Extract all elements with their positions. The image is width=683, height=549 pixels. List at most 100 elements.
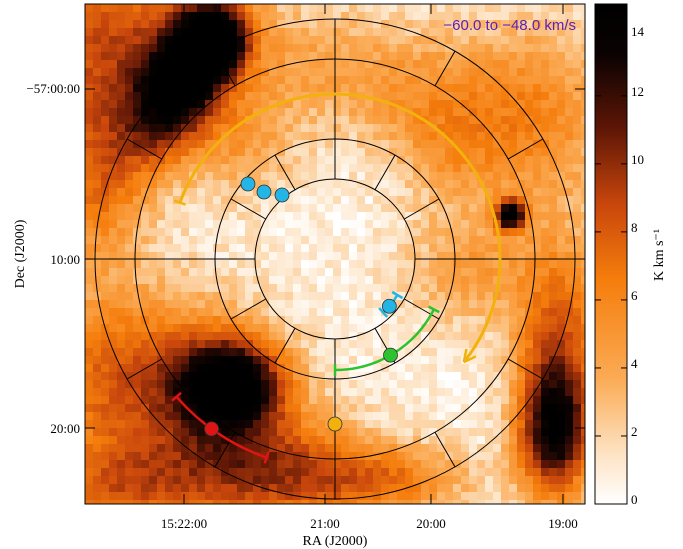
map-pixel: [277, 372, 286, 381]
map-pixel: [421, 468, 430, 477]
map-pixel: [125, 156, 134, 165]
map-pixel: [109, 52, 118, 61]
map-pixel: [85, 148, 94, 157]
map-pixel: [309, 468, 318, 477]
map-pixel: [325, 20, 334, 29]
map-pixel: [221, 108, 230, 117]
map-pixel: [445, 412, 454, 421]
map-pixel: [533, 188, 542, 197]
map-pixel: [181, 316, 190, 325]
map-pixel: [437, 76, 446, 85]
map-pixel: [557, 204, 566, 213]
map-pixel: [389, 260, 398, 269]
map-pixel: [429, 356, 438, 365]
map-pixel: [533, 268, 542, 277]
map-pixel: [373, 20, 382, 29]
map-pixel: [125, 172, 134, 181]
map-pixel: [125, 316, 134, 325]
map-pixel: [325, 4, 334, 13]
map-pixel: [133, 292, 142, 301]
map-pixel: [213, 308, 222, 317]
map-pixel: [165, 220, 174, 229]
map-pixel: [293, 12, 302, 21]
map-pixel: [453, 52, 462, 61]
map-pixel: [397, 44, 406, 53]
map-pixel: [181, 308, 190, 317]
map-pixel: [181, 396, 190, 405]
map-pixel: [565, 380, 574, 389]
map-pixel: [213, 124, 222, 133]
map-pixel: [261, 324, 270, 333]
map-pixel: [429, 132, 438, 141]
map-pixel: [93, 420, 102, 429]
map-pixel: [573, 148, 582, 157]
map-pixel: [189, 476, 198, 485]
map-pixel: [509, 212, 518, 221]
map-pixel: [165, 140, 174, 149]
map-pixel: [389, 292, 398, 301]
map-pixel: [533, 92, 542, 101]
map-pixel: [549, 20, 558, 29]
map-pixel: [341, 468, 350, 477]
map-pixel: [221, 308, 230, 317]
map-pixel: [285, 300, 294, 309]
map-pixel: [157, 164, 166, 173]
map-pixel: [453, 44, 462, 53]
map-pixel: [389, 92, 398, 101]
map-pixel: [141, 156, 150, 165]
map-pixel: [341, 420, 350, 429]
map-pixel: [573, 468, 582, 477]
map-pixel: [141, 204, 150, 213]
map-pixel: [285, 396, 294, 405]
map-pixel: [509, 444, 518, 453]
map-pixel: [445, 444, 454, 453]
map-pixel: [493, 308, 502, 317]
map-pixel: [349, 68, 358, 77]
map-pixel: [405, 36, 414, 45]
map-pixel: [469, 124, 478, 133]
map-pixel: [157, 500, 166, 504]
map-pixel: [245, 116, 254, 125]
map-pixel: [421, 108, 430, 117]
map-pixel: [541, 228, 550, 237]
map-pixel: [245, 300, 254, 309]
map-pixel: [397, 436, 406, 445]
map-pixel: [181, 228, 190, 237]
map-pixel: [349, 356, 358, 365]
map-pixel: [429, 460, 438, 469]
map-pixel: [149, 292, 158, 301]
map-pixel: [485, 236, 494, 245]
map-pixel: [549, 164, 558, 173]
map-pixel: [325, 212, 334, 221]
map-pixel: [517, 196, 526, 205]
map-pixel: [373, 116, 382, 125]
map-pixel: [405, 156, 414, 165]
map-pixel: [213, 188, 222, 197]
map-pixel: [477, 404, 486, 413]
map-pixel: [181, 404, 190, 413]
map-pixel: [93, 132, 102, 141]
map-pixel: [349, 316, 358, 325]
map-pixel: [509, 436, 518, 445]
map-pixel: [517, 348, 526, 357]
map-pixel: [525, 52, 534, 61]
map-pixel: [373, 268, 382, 277]
map-pixel: [373, 332, 382, 341]
map-pixel: [397, 180, 406, 189]
map-pixel: [373, 60, 382, 69]
map-pixel: [173, 388, 182, 397]
map-pixel: [173, 236, 182, 245]
map-pixel: [117, 484, 126, 493]
map-pixel: [341, 148, 350, 157]
map-pixel: [445, 220, 454, 229]
map-pixel: [101, 348, 110, 357]
map-pixel: [101, 460, 110, 469]
map-pixel: [245, 60, 254, 69]
map-pixel: [101, 340, 110, 349]
map-pixel: [213, 212, 222, 221]
map-pixel: [181, 132, 190, 141]
map-pixel: [485, 228, 494, 237]
map-pixel: [157, 132, 166, 141]
map-pixel: [245, 500, 254, 504]
